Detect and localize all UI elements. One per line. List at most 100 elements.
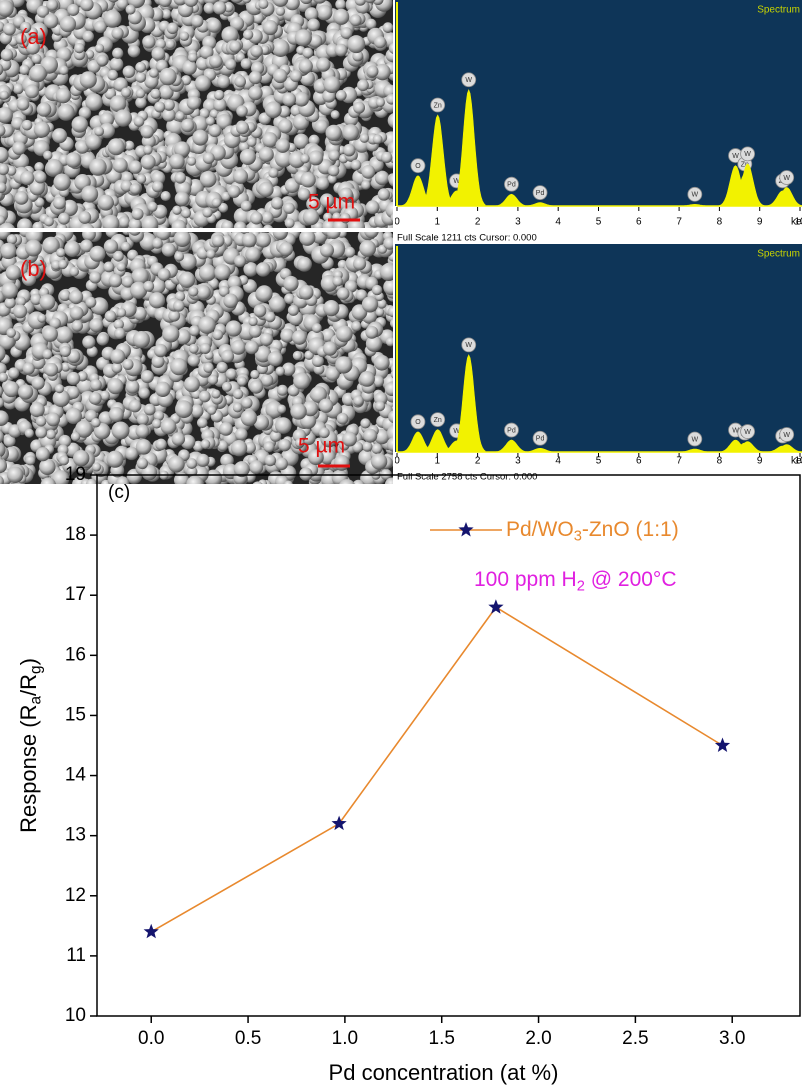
y-tick-label: 11 — [66, 945, 86, 966]
grain — [44, 217, 54, 227]
grain — [191, 15, 203, 27]
grain — [359, 371, 375, 387]
grain — [378, 188, 390, 200]
grain — [307, 18, 320, 31]
grain — [360, 418, 370, 428]
grain — [294, 92, 309, 107]
grain — [132, 208, 144, 220]
grain — [222, 382, 232, 392]
grain — [340, 213, 350, 223]
annotation: 100 ppm H2 @ 200°C — [474, 568, 677, 595]
spectrum-title: Spectrum — [757, 5, 800, 16]
grain — [25, 429, 34, 438]
grain — [15, 191, 29, 205]
grain — [275, 138, 289, 152]
grain — [209, 55, 223, 69]
grain — [104, 10, 122, 28]
grain — [250, 212, 263, 225]
peak-label: W — [465, 77, 472, 84]
grain — [186, 458, 197, 469]
peak-label: O — [415, 419, 421, 426]
grain — [140, 125, 153, 138]
grain — [133, 331, 150, 348]
x-axis-label: Pd concentration (at %) — [329, 1060, 559, 1085]
plot-frame — [97, 475, 800, 1016]
marker — [332, 816, 347, 831]
grain — [3, 381, 19, 397]
panel-label: (a) — [20, 24, 47, 49]
grain — [114, 328, 125, 339]
grain — [283, 203, 294, 214]
grain — [129, 218, 142, 231]
legend-marker — [458, 522, 473, 537]
grain — [89, 158, 106, 175]
grain — [181, 119, 194, 132]
text-run: @ 200°C — [585, 568, 677, 591]
grain — [36, 447, 50, 461]
grain — [275, 457, 288, 470]
y-axis-label: Response (Ra/Rg) — [16, 658, 45, 833]
grain — [108, 138, 125, 155]
grain — [316, 57, 330, 71]
grain — [263, 441, 274, 452]
grain — [219, 422, 233, 436]
grain — [67, 372, 80, 385]
grain — [275, 417, 292, 434]
grain — [141, 216, 158, 233]
grain — [69, 267, 79, 277]
grain — [211, 389, 220, 398]
grain — [271, 197, 283, 209]
grain — [383, 22, 394, 33]
grain — [214, 90, 224, 100]
grain — [351, 321, 361, 331]
page: {"panels": [ {"label": "(a)", "scale_bar… — [0, 0, 802, 1090]
grain — [256, 285, 273, 302]
grain — [184, 376, 200, 392]
grain — [89, 318, 103, 332]
grain — [297, 257, 312, 272]
grain — [284, 481, 293, 490]
grain — [342, 124, 359, 141]
grain — [135, 72, 146, 83]
grain — [278, 119, 293, 134]
grain — [17, 98, 30, 111]
grain — [236, 121, 249, 134]
grain — [125, 5, 135, 15]
marker — [488, 599, 503, 614]
grain — [326, 125, 342, 141]
grain — [249, 325, 262, 338]
grain — [53, 174, 70, 191]
spectrum-footer: Full Scale 2758 cts Cursor: 0.000 — [397, 472, 537, 483]
grain — [90, 379, 102, 391]
grain — [29, 65, 46, 82]
grain — [360, 133, 369, 142]
x-tick-label: 8 — [717, 456, 723, 467]
grain — [216, 362, 227, 373]
grain — [212, 234, 225, 247]
grain — [56, 248, 65, 257]
x-tick-label: 1.0 — [332, 1028, 358, 1049]
grain — [374, 36, 386, 48]
y-tick-label: 17 — [65, 584, 86, 605]
grain — [278, 439, 291, 452]
grain — [333, 9, 349, 25]
grain — [168, 456, 185, 473]
grain — [6, 328, 16, 338]
grain — [279, 242, 293, 256]
grain — [362, 441, 372, 451]
spectrum-background — [395, 244, 802, 452]
grain — [42, 349, 52, 359]
grain — [115, 109, 132, 126]
grain — [245, 247, 260, 262]
grain — [55, 384, 64, 393]
grain — [1, 282, 18, 299]
grain — [170, 358, 187, 375]
grain — [175, 191, 190, 206]
grain — [252, 481, 264, 493]
grain — [195, 75, 211, 91]
grain — [85, 134, 101, 150]
grain — [90, 246, 106, 262]
grain — [187, 157, 196, 166]
grain — [231, 340, 246, 355]
grain — [37, 102, 52, 117]
